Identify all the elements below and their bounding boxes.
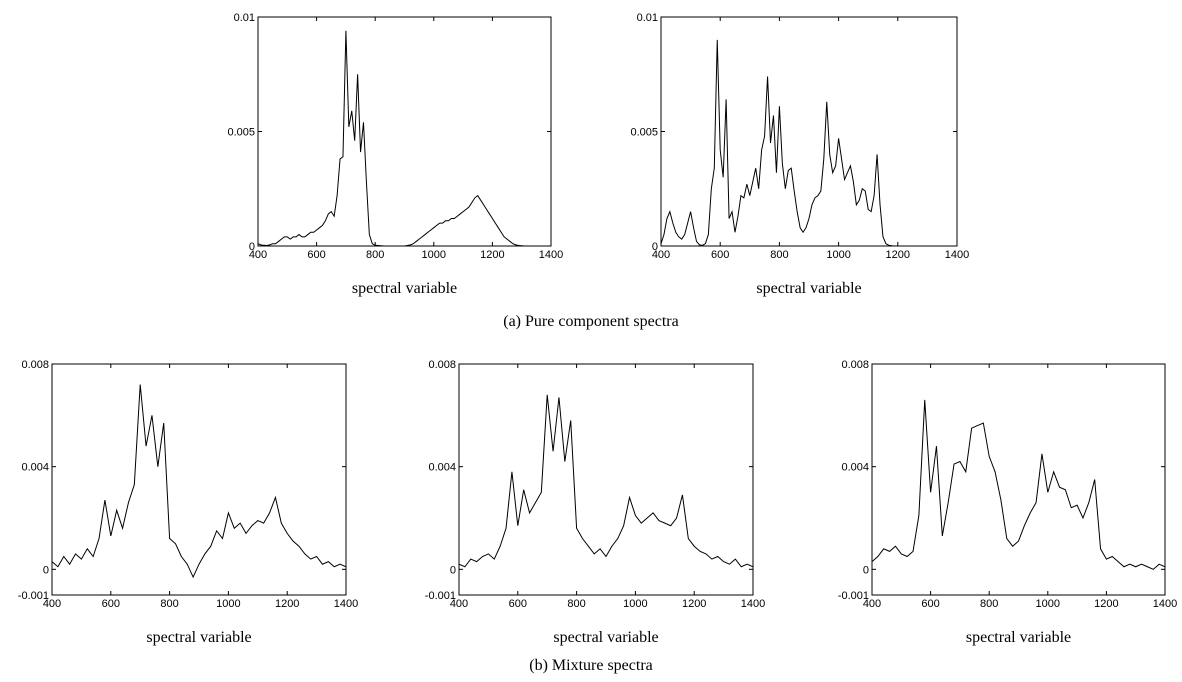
x-tick-label: 800 <box>160 598 178 610</box>
y-tick-label: 0.008 <box>21 359 49 371</box>
x-axis-label: spectral variable <box>352 280 457 297</box>
chart: 400 600 800 1000 1200 1400 0 0.005 0.01 spectral … <box>630 12 969 297</box>
x-tick-label: 600 <box>921 598 939 610</box>
x-tick-label: 400 <box>249 249 267 261</box>
x-tick-label: 600 <box>509 598 527 610</box>
x-axis-label: spectral variable <box>966 629 1071 646</box>
x-tick-label: 600 <box>307 249 325 261</box>
spectrum-line <box>661 39 957 246</box>
x-tick-label: 1000 <box>422 249 446 261</box>
y-tick-label: 0 <box>863 564 869 576</box>
caption: (b) Mixture spectra <box>529 657 653 674</box>
chart: 400 600 800 1000 1200 1400 -0.001 0 0.004 0.008 sp… <box>18 359 358 646</box>
x-tick-label: 1200 <box>1094 598 1118 610</box>
y-tick-label: 0.004 <box>841 462 869 474</box>
x-tick-label: 800 <box>366 249 384 261</box>
x-tick-label: 600 <box>102 598 120 610</box>
y-tick-label: 0.005 <box>630 127 658 139</box>
x-tick-label: 1400 <box>945 249 969 261</box>
x-tick-label: 800 <box>770 249 788 261</box>
chart: 400 600 800 1000 1200 1400 -0.001 0 0.004 0.008 sp… <box>838 359 1177 646</box>
y-tick-label: -0.001 <box>18 590 49 602</box>
x-tick-label: 1200 <box>886 249 910 261</box>
y-tick-label: 0.004 <box>21 462 49 474</box>
caption: (a) Pure component spectra <box>503 313 678 330</box>
chart: 400 600 800 1000 1200 1400 -0.001 0 0.004 0.008 sp… <box>425 359 765 646</box>
y-tick-label: 0 <box>43 564 49 576</box>
y-tick-label: 0 <box>450 564 456 576</box>
x-tick-label: 1000 <box>826 249 850 261</box>
y-tick-label: -0.001 <box>838 590 869 602</box>
axes-box <box>871 363 1166 596</box>
chart: 400 600 800 1000 1200 1400 0 0.005 0.01 spectral … <box>227 12 563 297</box>
x-tick-label: 800 <box>567 598 585 610</box>
spectrum-line <box>459 394 753 568</box>
x-tick-label: 1000 <box>623 598 647 610</box>
y-tick-label: 0.008 <box>841 359 869 371</box>
x-tick-label: 1400 <box>334 598 358 610</box>
axes-box <box>51 363 347 596</box>
y-tick-label: 0.004 <box>428 462 456 474</box>
x-tick-label: 400 <box>652 249 670 261</box>
y-tick-label: 0.01 <box>637 12 658 24</box>
x-tick-label: 400 <box>43 598 61 610</box>
x-tick-label: 800 <box>980 598 998 610</box>
y-tick-label: 0 <box>249 241 255 253</box>
axes-box <box>458 363 754 596</box>
y-tick-label: 0 <box>652 241 658 253</box>
x-tick-label: 400 <box>450 598 468 610</box>
x-tick-label: 400 <box>863 598 881 610</box>
y-tick-label: 0.01 <box>234 12 255 24</box>
spectrum-line <box>258 30 551 246</box>
axes-box <box>660 16 958 247</box>
y-tick-label: -0.001 <box>425 590 456 602</box>
y-tick-label: 0.008 <box>428 359 456 371</box>
x-tick-label: 1200 <box>275 598 299 610</box>
spectrum-line <box>52 384 346 579</box>
x-axis-label: spectral variable <box>146 629 251 646</box>
x-tick-label: 1400 <box>741 598 765 610</box>
x-tick-label: 1200 <box>682 598 706 610</box>
x-axis-label: spectral variable <box>756 280 861 297</box>
x-tick-label: 1000 <box>1036 598 1060 610</box>
axes-box <box>257 16 552 247</box>
y-tick-label: 0.005 <box>227 127 255 139</box>
x-tick-label: 1400 <box>539 249 563 261</box>
x-tick-label: 1200 <box>480 249 504 261</box>
x-tick-label: 1400 <box>1153 598 1177 610</box>
x-tick-label: 600 <box>711 249 729 261</box>
spectrum-line <box>872 399 1165 570</box>
x-tick-label: 1000 <box>216 598 240 610</box>
x-axis-label: spectral variable <box>553 629 658 646</box>
